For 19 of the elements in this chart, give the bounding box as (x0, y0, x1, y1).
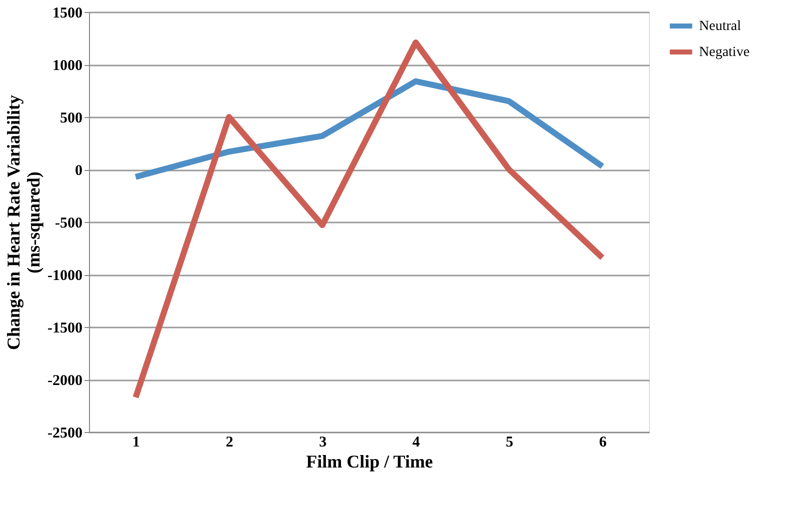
x-tick-label: 5 (506, 434, 514, 450)
legend-label: Negative (699, 45, 750, 60)
x-tick-label: 2 (226, 434, 234, 450)
x-tick-label: 4 (412, 434, 420, 450)
y-tick-label: 0 (75, 163, 82, 179)
x-tick-label: 3 (319, 434, 327, 450)
y-axis-title: Change in Heart Rate Variability (ms-squared) (4, 95, 44, 350)
y-tick-label: -1500 (48, 320, 82, 336)
x-tick-label: 1 (132, 434, 140, 450)
y-tick-label: -2500 (48, 426, 82, 442)
x-tick-label: 6 (599, 434, 608, 450)
y-tick-label: -2000 (48, 373, 82, 389)
legend-label: Neutral (699, 19, 742, 34)
y-tick-label: -1000 (48, 268, 82, 284)
y-tick-label: 1500 (52, 6, 82, 22)
y-tick-label: 1000 (52, 58, 82, 74)
y-tick-label: 500 (60, 110, 82, 126)
y-tick-label: -500 (55, 216, 82, 232)
x-axis-title: Film Clip / Time (306, 452, 433, 472)
